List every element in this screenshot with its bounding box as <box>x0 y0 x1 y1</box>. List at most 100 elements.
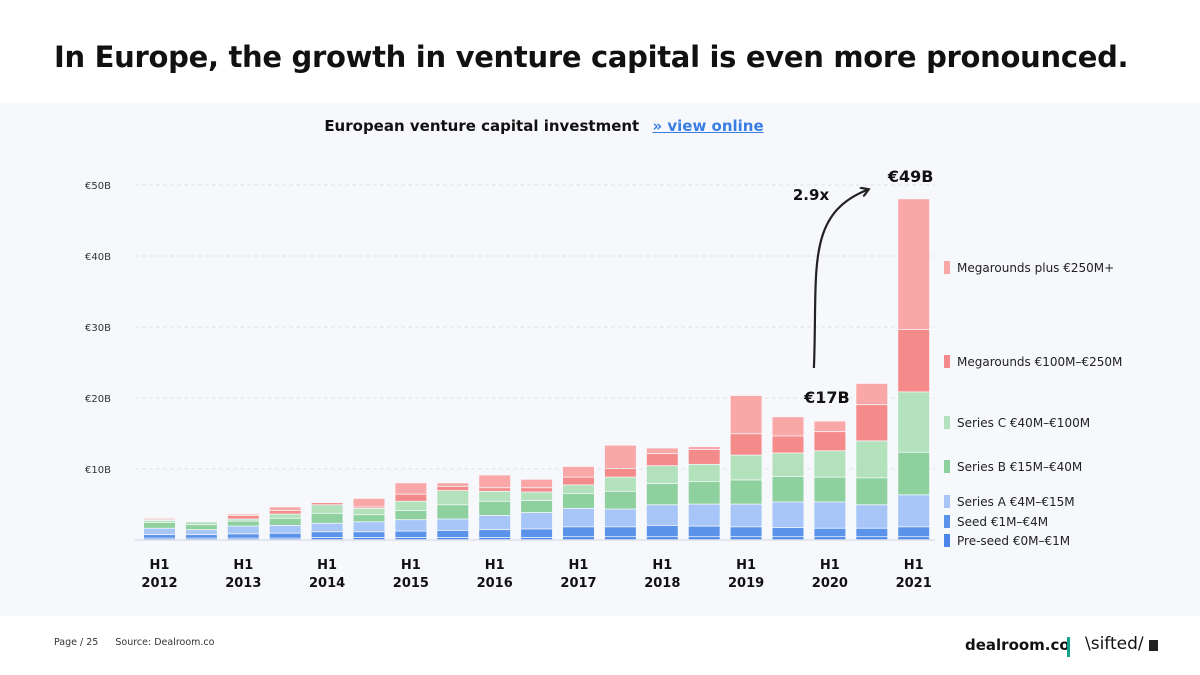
bar-segment <box>521 492 553 501</box>
x-tick-label: 2016 <box>477 576 513 591</box>
bar-segment <box>185 525 217 530</box>
y-tick-label: €10B <box>85 465 111 476</box>
source-note: Source: Dealroom.co <box>115 637 215 648</box>
bar-segment <box>353 532 385 538</box>
bar-segment <box>646 448 678 454</box>
chart-title: European venture capital investment <box>324 117 640 135</box>
bar-segment <box>604 491 636 509</box>
growth-arrow <box>812 190 867 369</box>
bar-segment <box>521 488 553 492</box>
sifted-logo-mark <box>1149 640 1158 651</box>
bar-segment <box>898 537 930 540</box>
legend-swatch <box>944 355 950 368</box>
x-tick-label: 2014 <box>309 576 345 591</box>
bar-segment <box>688 526 720 537</box>
y-tick-label: €20B <box>85 394 111 405</box>
bar-segment <box>269 510 301 514</box>
bar-segment <box>898 527 930 537</box>
bar-segment <box>353 522 385 532</box>
x-tick-label: 2019 <box>728 576 764 591</box>
legend-label: Series A €4M–€15M <box>957 495 1075 509</box>
bar-segment <box>479 488 511 491</box>
legend-label: Series B €15M–€40M <box>957 460 1082 474</box>
bar-segment <box>437 537 469 540</box>
bar-segment <box>898 199 930 330</box>
x-tick-label: H1 <box>401 558 421 573</box>
x-tick-label: 2020 <box>812 576 848 591</box>
bar-segment <box>395 531 427 538</box>
bar-segment <box>898 329 930 392</box>
x-tick-label: 2013 <box>225 576 261 591</box>
bar-segment <box>730 455 762 480</box>
bar-segment <box>353 508 385 515</box>
bar-segment <box>185 535 217 538</box>
legend: Pre-seed €0M–€1M Seed €1M–€4M Series A €4M… <box>944 261 1122 548</box>
x-tick-label: H1 <box>736 558 756 573</box>
x-axis-ticks: H1 2012 H1 2013 H1 2014 H1 2015 H1 2016 H1 2017 H1 20… <box>141 558 931 591</box>
bar-segment <box>144 535 175 538</box>
bar-segment <box>730 434 762 455</box>
view-online-link[interactable]: » view online <box>652 117 764 135</box>
sifted-logo: \sifted/ <box>1085 634 1144 654</box>
bar-segment <box>563 493 594 508</box>
bar-segment <box>814 451 846 477</box>
bar-segment <box>688 504 720 526</box>
bar-segment <box>144 528 175 535</box>
bar-segment <box>604 537 636 540</box>
x-tick-label: H1 <box>904 558 924 573</box>
bar-segment <box>144 538 175 540</box>
bar-segment <box>604 509 636 527</box>
bar-segment <box>395 494 427 501</box>
bar-segment <box>856 383 888 405</box>
bar-segment <box>772 527 804 537</box>
bar-segment <box>521 479 553 488</box>
bar-segment <box>227 514 259 516</box>
bar-segment <box>437 519 469 530</box>
bar-segment <box>563 477 594 485</box>
x-tick-label: H1 <box>233 558 253 573</box>
bar-segment <box>730 480 762 504</box>
bar-segment <box>730 395 762 434</box>
bar-segment <box>563 527 594 537</box>
bar-segment <box>479 501 511 516</box>
bar-segment <box>521 500 553 513</box>
annotation-49b: €49B <box>887 167 934 186</box>
page-number: Page / 25 <box>54 637 99 648</box>
bar-segment <box>814 528 846 537</box>
bar-segment <box>856 405 888 441</box>
bar-segment <box>269 533 301 538</box>
legend-swatch <box>944 261 950 274</box>
annotation-17b: €17B <box>803 388 850 407</box>
annotations: €17B €49B 2.9x <box>793 167 934 407</box>
bar-segment <box>269 538 301 540</box>
bar-segment <box>730 504 762 527</box>
bar-segment <box>688 481 720 504</box>
bar-segment <box>646 505 678 525</box>
bar-segment <box>604 469 636 477</box>
legend-swatch <box>944 495 950 508</box>
bar-segment <box>646 454 678 466</box>
bar-segment <box>646 525 678 537</box>
bar-segment <box>144 522 175 528</box>
bar-segment <box>814 502 846 528</box>
bar-segment <box>814 537 846 540</box>
bar-segment <box>898 392 930 452</box>
logo-divider <box>1067 637 1070 657</box>
footer: Page / 25 Source: Dealroom.co <box>54 637 228 648</box>
x-tick-label: H1 <box>569 558 589 573</box>
bar-segment <box>395 510 427 520</box>
bar-segment <box>353 498 385 507</box>
bar-segment <box>311 532 343 538</box>
bar-segment <box>395 520 427 531</box>
legend-label: Megarounds €100M–€250M <box>957 355 1122 369</box>
bar-segment <box>604 445 636 469</box>
bar-segment <box>311 523 343 532</box>
bar-segment <box>269 525 301 533</box>
bar-segment <box>353 507 385 508</box>
y-axis-ticks: €10B €20B €30B €40B €50B <box>85 181 111 476</box>
bar-segment <box>353 537 385 540</box>
x-tick-label: H1 <box>317 558 337 573</box>
legend-swatch <box>944 515 950 528</box>
bar-segment <box>227 526 259 534</box>
